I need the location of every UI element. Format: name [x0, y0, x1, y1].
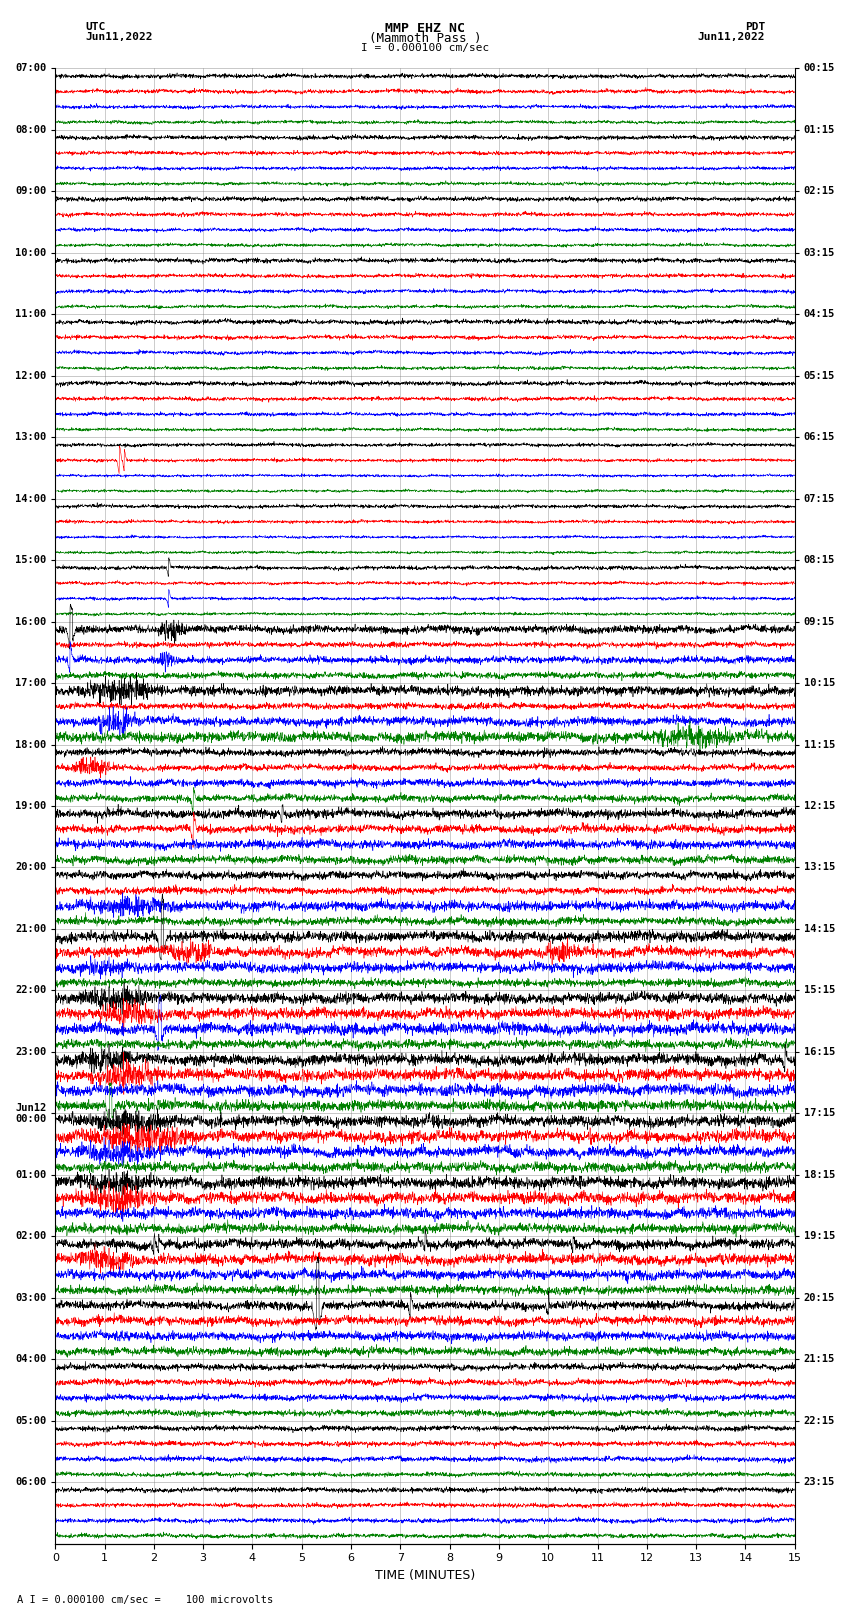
X-axis label: TIME (MINUTES): TIME (MINUTES)	[375, 1569, 475, 1582]
Text: (Mammoth Pass ): (Mammoth Pass )	[369, 32, 481, 45]
Text: Jun11,2022: Jun11,2022	[698, 32, 765, 42]
Text: Jun11,2022: Jun11,2022	[85, 32, 152, 42]
Text: MMP EHZ NC: MMP EHZ NC	[385, 23, 465, 35]
Text: PDT: PDT	[745, 23, 765, 32]
Text: UTC: UTC	[85, 23, 105, 32]
Text: A I = 0.000100 cm/sec =    100 microvolts: A I = 0.000100 cm/sec = 100 microvolts	[17, 1595, 273, 1605]
Text: I = 0.000100 cm/sec: I = 0.000100 cm/sec	[361, 44, 489, 53]
